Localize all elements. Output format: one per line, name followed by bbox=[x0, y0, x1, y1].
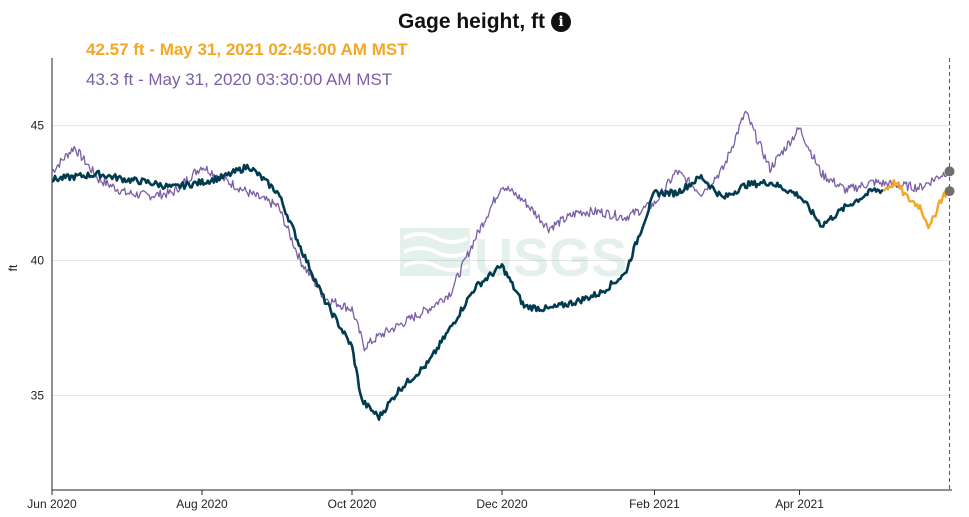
series-layer bbox=[51, 110, 955, 421]
current-year-line bbox=[51, 163, 884, 421]
prior-year-line bbox=[51, 110, 948, 352]
x-tick-label: Feb 2021 bbox=[629, 497, 680, 511]
x-tick-label: Aug 2020 bbox=[176, 497, 228, 511]
info-icon[interactable]: i bbox=[551, 12, 571, 32]
current-endpoint-marker[interactable] bbox=[944, 186, 955, 197]
x-tick-label: Apr 2021 bbox=[775, 497, 824, 511]
usgs-watermark: USGS bbox=[400, 228, 627, 288]
y-tick-label: 35 bbox=[31, 389, 45, 403]
tick-labels: 35 40 45 Jun 2020 Aug 2020 Oct 2020 Dec 2020 Fe… bbox=[27, 119, 824, 512]
chart-title: Gage height, ft bbox=[398, 10, 545, 33]
y-axis-label: ft bbox=[6, 264, 20, 271]
x-tick-label: Jun 2020 bbox=[27, 497, 77, 511]
legend-current-value: 42.57 ft - May 31, 2021 02:45:00 AM MST bbox=[86, 40, 408, 59]
svg-text:USGS: USGS bbox=[474, 228, 627, 288]
x-tick-label: Dec 2020 bbox=[476, 497, 528, 511]
legend-prior-value: 43.3 ft - May 31, 2020 03:30:00 AM MST bbox=[86, 70, 393, 89]
y-tick-label: 40 bbox=[31, 254, 45, 268]
y-tick-label: 45 bbox=[31, 119, 45, 133]
x-tick-label: Oct 2020 bbox=[328, 497, 377, 511]
chart-title-row: Gage height, ft i bbox=[0, 8, 969, 36]
current-recent-line bbox=[882, 178, 949, 230]
prior-endpoint-marker[interactable] bbox=[944, 166, 955, 177]
grid-lines bbox=[52, 125, 952, 396]
axes bbox=[51, 58, 952, 495]
